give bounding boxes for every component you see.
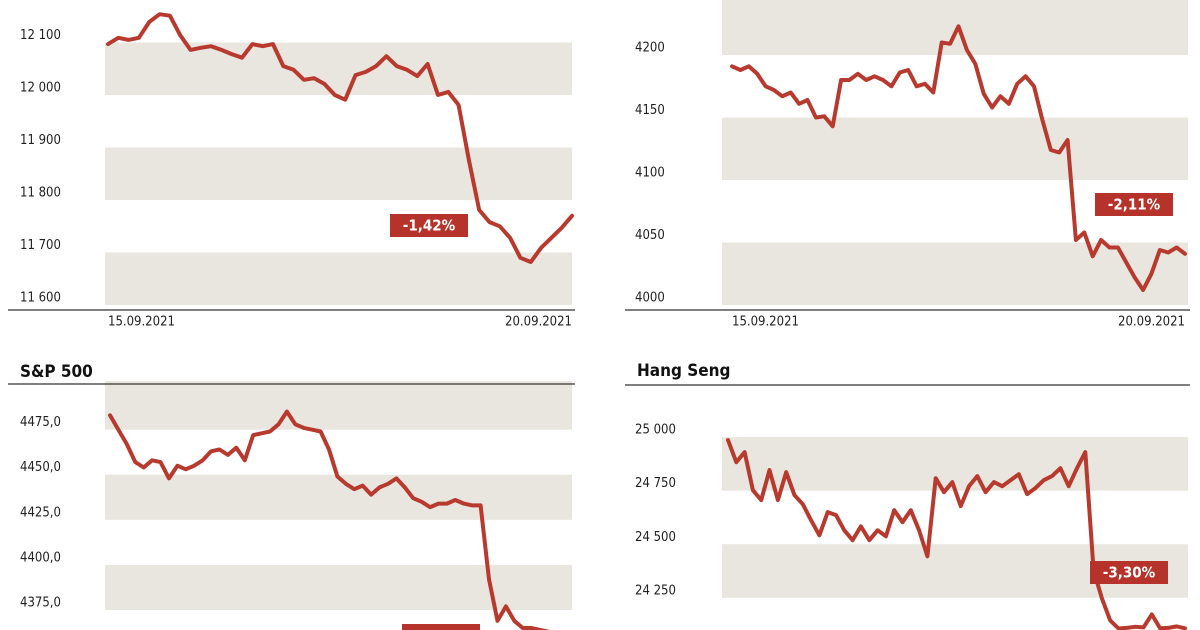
annotation: -2,11% [1108,196,1161,214]
price-line [726,438,1187,630]
annotation-box [402,624,480,630]
x-tick-label: 15.09.2021 [108,315,175,330]
grid-band [722,0,1188,55]
y-tick-label: 12 000 [20,81,61,96]
y-tick-label: 24 500 [635,530,676,545]
annotation-box [1090,561,1168,584]
y-tick-label: 11 800 [20,186,61,201]
y-tick-label: 4050 [635,228,665,243]
x-tick-label: 20.09.2021 [1118,315,1185,330]
grid-band [105,252,572,305]
annotation-box [390,214,468,237]
grid-band [105,147,572,201]
annotation: -3,30% [1103,564,1156,582]
x-tick-label: 20.09.2021 [505,315,572,330]
chart-title: S&P 500 [20,362,93,382]
grid-band [105,381,572,430]
y-tick-label: 4450,0 [20,460,61,475]
y-tick-label: 11 700 [20,238,61,253]
y-tick-label: 24 750 [635,476,676,491]
x-tick-label: 15.09.2021 [732,315,799,330]
y-tick-label: 11 600 [20,291,61,306]
annotation-box [1095,193,1173,216]
price-line [106,12,574,264]
y-tick-label: 4375,0 [20,595,61,610]
grid-band [722,242,1188,305]
y-tick-label: 4100 [635,166,665,181]
grid-band [105,42,572,96]
annotation: -1,42% [403,217,456,235]
grid-band [722,437,1188,491]
y-tick-label: 11 900 [20,133,61,148]
y-tick-label: 4200 [635,41,665,56]
price-line [108,409,550,630]
y-tick-label: 4150 [635,103,665,118]
y-tick-label: 24 250 [635,583,676,598]
y-tick-label: 25 000 [635,423,676,438]
y-tick-label: 4400,0 [20,550,61,565]
grid-band [105,564,572,610]
y-tick-label: 4475,0 [20,415,61,430]
y-tick-label: 4000 [635,291,665,306]
price-line [730,24,1187,292]
grid-band [105,474,572,520]
y-tick-label: 12 100 [20,28,61,43]
y-tick-label: 4425,0 [20,505,61,520]
grid-band [722,117,1188,180]
chart-title: Hang Seng [637,361,731,381]
